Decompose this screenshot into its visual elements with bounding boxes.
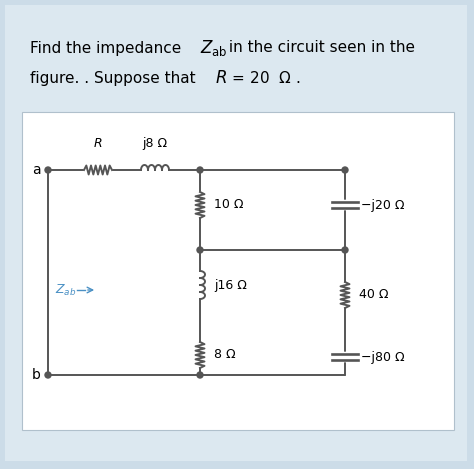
Text: Find the impedance: Find the impedance bbox=[30, 40, 186, 55]
Circle shape bbox=[197, 167, 203, 173]
Circle shape bbox=[342, 167, 348, 173]
Text: = 20  $\Omega$ .: = 20 $\Omega$ . bbox=[227, 70, 301, 86]
Circle shape bbox=[197, 372, 203, 378]
Text: $Z_{ab}$: $Z_{ab}$ bbox=[55, 282, 76, 297]
Text: $R$: $R$ bbox=[215, 69, 227, 87]
FancyBboxPatch shape bbox=[5, 5, 467, 461]
Text: R: R bbox=[94, 137, 102, 150]
Text: $Z_{\mathrm{ab}}$: $Z_{\mathrm{ab}}$ bbox=[200, 38, 228, 58]
Circle shape bbox=[45, 167, 51, 173]
Text: a: a bbox=[32, 163, 41, 177]
Text: −j80 Ω: −j80 Ω bbox=[361, 350, 405, 363]
Circle shape bbox=[342, 247, 348, 253]
Text: 10 Ω: 10 Ω bbox=[214, 198, 244, 212]
Text: in the circuit seen in the: in the circuit seen in the bbox=[224, 40, 415, 55]
Text: −j20 Ω: −j20 Ω bbox=[361, 198, 404, 212]
FancyBboxPatch shape bbox=[22, 112, 454, 430]
Text: j8 Ω: j8 Ω bbox=[143, 137, 168, 150]
Text: j16 Ω: j16 Ω bbox=[214, 279, 247, 292]
Circle shape bbox=[197, 247, 203, 253]
Text: b: b bbox=[32, 368, 41, 382]
Text: 40 Ω: 40 Ω bbox=[359, 288, 389, 302]
Circle shape bbox=[45, 372, 51, 378]
Text: figure. . Suppose that: figure. . Suppose that bbox=[30, 70, 201, 85]
Text: 8 Ω: 8 Ω bbox=[214, 348, 236, 362]
